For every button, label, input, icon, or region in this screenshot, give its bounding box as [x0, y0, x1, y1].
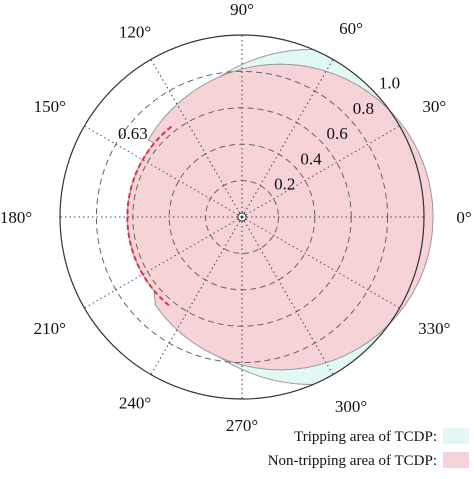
- spoke-150: [84, 125, 243, 218]
- angle-tick-label-90: 90°: [230, 0, 254, 19]
- angle-tick-label-30: 30°: [422, 97, 446, 116]
- angle-tick-label-180: 180°: [0, 208, 32, 227]
- radial-tick-label-0-8: 0.8: [353, 99, 374, 118]
- threshold-arc: [126, 125, 173, 309]
- legend-label-non-tripping: Non-tripping area of TCDP:: [268, 453, 437, 469]
- angle-tick-label-120: 120°: [119, 23, 151, 42]
- spoke-120: [150, 59, 243, 218]
- spoke-30: [241, 125, 400, 218]
- radial-tick-label-0-2: 0.2: [274, 175, 295, 194]
- spoke-210: [84, 216, 243, 309]
- angle-tick-label-270: 270°: [226, 416, 258, 435]
- grid-circle-0-8: [95, 70, 389, 364]
- threshold-layer: [126, 125, 173, 309]
- angle-tick-label-60: 60°: [339, 19, 363, 38]
- legend-swatch-non-tripping: [443, 452, 469, 468]
- grid-layer: [59, 34, 425, 400]
- threshold-label: 0.63: [118, 124, 148, 143]
- spoke-240: [150, 216, 243, 375]
- legend-swatch-tripping: [443, 428, 469, 444]
- angle-tick-label-330: 330°: [418, 319, 450, 338]
- angle-tick-label-300: 300°: [335, 397, 367, 416]
- legend: Tripping area of TCDP: Non-tripping area …: [268, 428, 469, 469]
- radial-tick-label-0-4: 0.4: [300, 149, 322, 168]
- labels-layer: 0.63 0° 30° 60° 90° 120° 150° 180° 210° 240° 270° 3…: [0, 0, 472, 435]
- legend-label-tripping: Tripping area of TCDP:: [294, 429, 437, 445]
- spoke-60: [241, 59, 334, 218]
- spoke-300: [241, 216, 334, 375]
- regions-layer: [60, 35, 434, 399]
- radial-tick-label-0-6: 0.6: [327, 124, 348, 143]
- angle-tick-label-240: 240°: [119, 393, 151, 412]
- radial-tick-label-1: 1.0: [379, 74, 400, 93]
- angle-tick-label-210: 210°: [34, 319, 66, 338]
- grid-circle-1: [59, 34, 425, 400]
- angle-tick-label-0: 0°: [456, 208, 471, 227]
- non-tripping-region: [126, 63, 434, 371]
- angle-tick-label-150: 150°: [34, 97, 66, 116]
- spoke-330: [241, 216, 400, 309]
- center-dot: [240, 215, 244, 219]
